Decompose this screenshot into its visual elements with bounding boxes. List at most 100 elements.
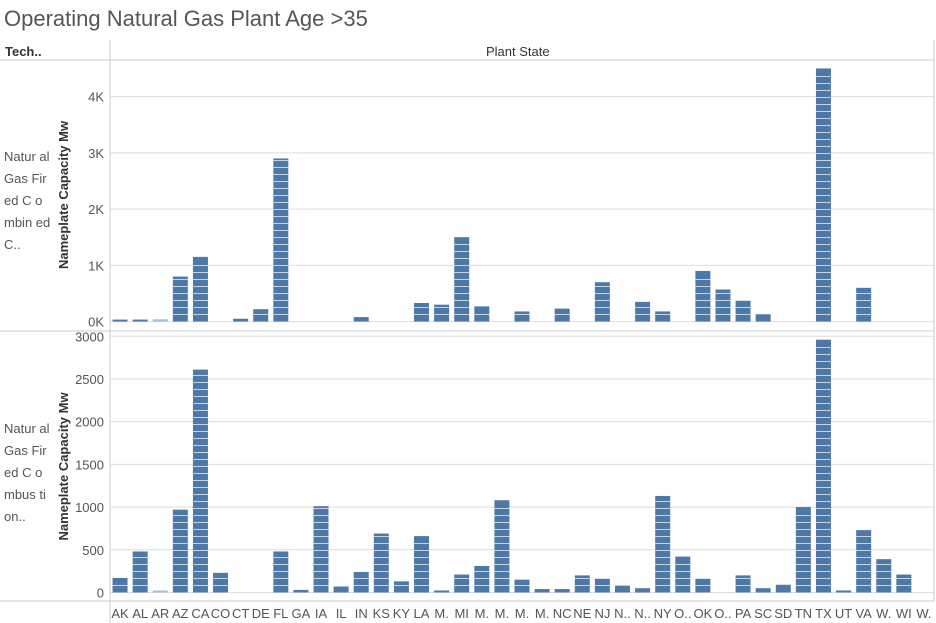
x-tick-label: AK (111, 606, 129, 621)
bar (132, 319, 148, 322)
row-header-tech[interactable]: Tech.. (5, 44, 42, 59)
y-tick-label: 4K (88, 90, 104, 105)
bar (414, 303, 430, 322)
x-tick-label: FL (273, 606, 288, 621)
y-tick-label: 3K (88, 146, 104, 161)
bar (434, 304, 450, 322)
y-tick-label: 3000 (75, 329, 104, 344)
bar (896, 574, 912, 593)
x-tick-label: W. (876, 606, 891, 621)
x-tick-label: SD (774, 606, 792, 621)
bar (574, 575, 590, 593)
bar (172, 509, 188, 593)
y-axis-label: Nameplate Capacity Mw (56, 392, 71, 541)
bar (735, 300, 751, 322)
x-tick-label: N.. (634, 606, 651, 621)
bar (434, 590, 450, 593)
bar (213, 572, 229, 593)
x-tick-label: M. (515, 606, 529, 621)
bar (614, 585, 630, 593)
y-axis-label: Nameplate Capacity Mw (56, 120, 71, 269)
bar (192, 256, 208, 322)
y-tick-label: 500 (82, 543, 104, 558)
bar (474, 565, 490, 593)
bar (273, 551, 289, 593)
bar (856, 287, 872, 322)
bar (735, 575, 751, 593)
x-tick-label: M. (434, 606, 448, 621)
bar (554, 308, 570, 322)
bar (554, 589, 570, 593)
bar (856, 530, 872, 593)
x-tick-label: M. (535, 606, 549, 621)
bar (393, 581, 409, 593)
x-tick-label: AR (151, 606, 169, 621)
x-tick-label: OK (693, 606, 712, 621)
tech-label-combustion: Natur al Gas Fired C ombus tion.. (4, 421, 50, 524)
x-tick-label: AZ (172, 606, 189, 621)
tech-label-combined-cycle: Natur al Gas Fired C ombin ed C.. (4, 149, 51, 252)
x-tick-label: CA (191, 606, 209, 621)
x-tick-label: N.. (614, 606, 631, 621)
bar (373, 533, 389, 593)
bar (152, 319, 168, 322)
bar (112, 319, 128, 322)
bar (876, 559, 892, 593)
x-tick-label: NC (553, 606, 572, 621)
x-tick-label: UT (835, 606, 852, 621)
bar (152, 590, 168, 593)
y-tick-label: 2500 (75, 372, 104, 387)
x-tick-label: LA (414, 606, 430, 621)
x-tick-label: W. (916, 606, 931, 621)
bar (494, 500, 510, 593)
y-tick-label: 1500 (75, 457, 104, 472)
x-tick-label: DE (252, 606, 270, 621)
bar (635, 301, 651, 322)
bar (635, 588, 651, 593)
bar (755, 588, 771, 593)
bar (775, 584, 791, 593)
bar (172, 276, 188, 322)
y-tick-label: 0K (88, 315, 104, 330)
x-tick-label: CT (232, 606, 249, 621)
x-tick-label: IN (355, 606, 368, 621)
bar (253, 309, 269, 322)
bar (293, 589, 309, 593)
bar (313, 506, 329, 593)
x-tick-label: CO (211, 606, 231, 621)
bar (594, 282, 610, 322)
bar (795, 507, 811, 593)
x-tick-label: VA (855, 606, 872, 621)
bar (514, 579, 530, 593)
column-header-plant-state[interactable]: Plant State (486, 44, 550, 59)
bar (273, 158, 289, 322)
bar (353, 571, 369, 593)
bar (715, 289, 731, 322)
x-tick-label: TX (815, 606, 832, 621)
bar (333, 586, 349, 593)
x-tick-label: SC (754, 606, 772, 621)
y-tick-label: 1000 (75, 500, 104, 515)
x-tick-label: PA (735, 606, 752, 621)
x-tick-label: TN (795, 606, 812, 621)
y-tick-label: 0 (97, 585, 104, 600)
bar (474, 306, 490, 322)
bar (655, 495, 671, 593)
x-tick-label: IL (336, 606, 347, 621)
x-tick-label: IA (315, 606, 328, 621)
bar (233, 318, 249, 322)
bar (353, 317, 369, 322)
y-tick-label: 2K (88, 202, 104, 217)
bar (655, 311, 671, 322)
bar (514, 311, 530, 322)
x-tick-label: KS (373, 606, 391, 621)
x-tick-label: KY (393, 606, 411, 621)
bar (755, 314, 771, 322)
x-tick-label: O.. (714, 606, 731, 621)
y-tick-label: 1K (88, 258, 104, 273)
x-tick-label: GA (292, 606, 311, 621)
bar (132, 551, 148, 593)
bar (675, 556, 691, 593)
x-tick-label: NE (573, 606, 591, 621)
